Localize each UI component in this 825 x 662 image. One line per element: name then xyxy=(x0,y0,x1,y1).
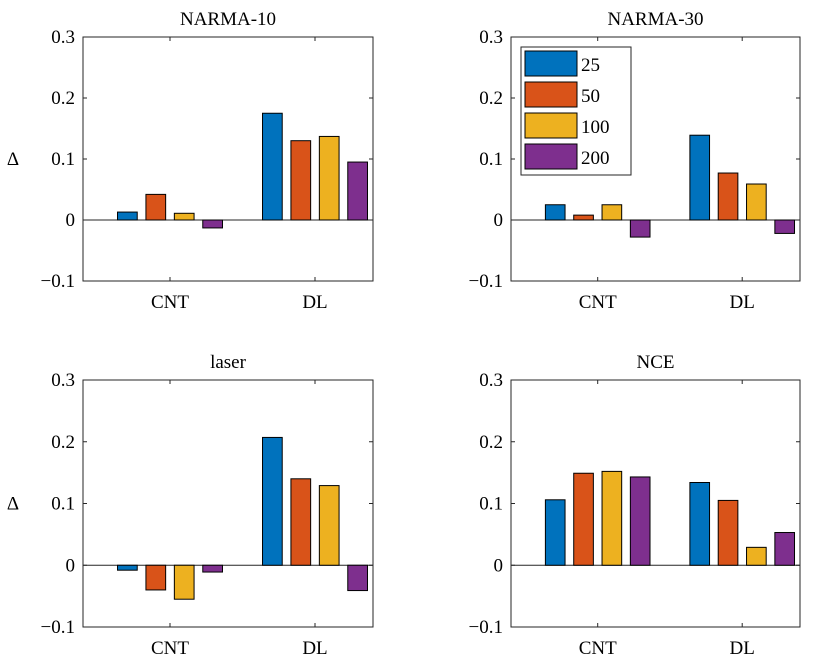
y-tick-label: 0.1 xyxy=(51,494,75,515)
chart-panel-3: −0.1 0 0.1 0.2 0.3 CNT DL laser Δ xyxy=(7,352,374,659)
y-tick-label: 0 xyxy=(494,210,504,231)
y-tick-label: −0.1 xyxy=(41,617,75,638)
bar-100-cnt xyxy=(173,564,195,600)
bar-25-dl xyxy=(262,112,283,221)
bar-25-cnt xyxy=(117,564,138,571)
y-tick-label: 0.2 xyxy=(51,432,75,453)
y-tick-label: 0.1 xyxy=(479,149,503,170)
category-label-dl: DL xyxy=(302,638,327,659)
bar-50-dl xyxy=(290,140,312,221)
y-tick-label: 0.3 xyxy=(51,370,75,391)
category-label-cnt: CNT xyxy=(579,638,617,659)
bar-25-cnt xyxy=(544,499,566,566)
bar-200-cnt xyxy=(202,564,223,573)
chart-title: NCE xyxy=(637,352,675,373)
category-label-dl: DL xyxy=(730,638,755,659)
category-label-dl: DL xyxy=(730,292,755,313)
y-tick-label: 0 xyxy=(66,555,76,576)
bar-100-dl xyxy=(318,135,340,221)
bar-200-dl xyxy=(347,161,368,221)
bar-200-cnt xyxy=(629,219,651,238)
bar-100-dl xyxy=(318,485,340,566)
y-tick-label: −0.1 xyxy=(41,271,75,292)
bar-50-dl xyxy=(717,172,739,221)
chart-title: laser xyxy=(210,352,247,373)
y-tick-label: 0.3 xyxy=(479,27,503,48)
chart-panel-2: −0.1 0 0.1 0.2 0.3 CNT DL NARMA-30 25 50 100 200 xyxy=(469,9,801,313)
y-tick-label: −0.1 xyxy=(469,617,503,638)
legend-swatch-100 xyxy=(524,112,578,139)
y-tick-label: 0.2 xyxy=(51,88,75,109)
y-tick-label: 0.2 xyxy=(479,88,503,109)
legend-label-200: 200 xyxy=(581,148,610,169)
chart-title: NARMA-10 xyxy=(180,9,276,30)
bar-100-cnt xyxy=(601,204,623,221)
chart-panel-4: −0.1 0 0.1 0.2 0.3 CNT DL NCE xyxy=(469,352,801,659)
bar-25-dl xyxy=(689,134,711,221)
bar-200-dl xyxy=(774,532,796,566)
legend-label-50: 50 xyxy=(581,86,600,107)
y-tick-label: 0 xyxy=(494,555,504,576)
y-tick-label: 0.1 xyxy=(479,494,503,515)
bar-50-dl xyxy=(717,499,739,566)
bar-25-dl xyxy=(262,436,283,566)
bar-200-cnt xyxy=(629,476,651,566)
bar-50-cnt xyxy=(145,193,167,221)
bar-50-cnt xyxy=(145,564,167,591)
category-label-cnt: CNT xyxy=(579,292,617,313)
y-tick-label: −0.1 xyxy=(469,271,503,292)
bar-200-dl xyxy=(347,564,368,592)
category-label-cnt: CNT xyxy=(151,292,189,313)
bar-25-dl xyxy=(689,482,711,566)
y-tick-label: 0.3 xyxy=(51,27,75,48)
category-label-dl: DL xyxy=(302,292,327,313)
bar-100-cnt xyxy=(601,470,623,566)
bar-50-cnt xyxy=(573,472,594,566)
bar-50-cnt xyxy=(573,214,594,221)
bar-200-dl xyxy=(774,219,796,234)
y-tick-label: 0 xyxy=(66,210,76,231)
bar-25-cnt xyxy=(117,211,138,221)
category-label-cnt: CNT xyxy=(151,638,189,659)
bar-200-cnt xyxy=(202,219,223,229)
legend-swatch-25 xyxy=(524,50,578,77)
legend-swatch-200 xyxy=(524,143,578,170)
bar-100-cnt xyxy=(173,212,195,221)
bar-50-dl xyxy=(290,478,312,566)
y-tick-label: 0.2 xyxy=(479,432,503,453)
legend: 25 50 100 200 xyxy=(520,46,632,176)
legend-swatch-50 xyxy=(524,81,578,108)
legend-label-100: 100 xyxy=(581,117,610,138)
legend-label-25: 25 xyxy=(581,55,600,76)
y-tick-label: 0.3 xyxy=(479,370,503,391)
bar-100-dl xyxy=(746,546,767,566)
y-axis-label: Δ xyxy=(7,149,19,170)
y-tick-label: 0.1 xyxy=(51,149,75,170)
bar-25-cnt xyxy=(544,204,566,221)
y-axis-label: Δ xyxy=(7,494,19,515)
bar-100-dl xyxy=(746,183,767,221)
chart-panel-1: −0.1 0 0.1 0.2 0.3 CNT DL NARMA-10 Δ xyxy=(7,9,374,313)
chart-title: NARMA-30 xyxy=(607,9,703,30)
